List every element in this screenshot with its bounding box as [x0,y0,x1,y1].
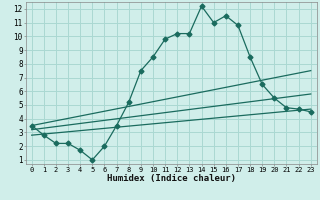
X-axis label: Humidex (Indice chaleur): Humidex (Indice chaleur) [107,174,236,183]
